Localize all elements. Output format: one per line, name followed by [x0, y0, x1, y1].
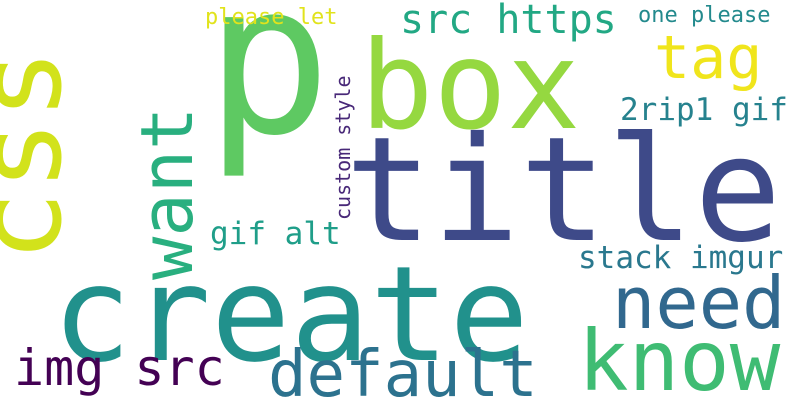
word-title: title: [345, 106, 782, 275]
word-gif-alt: gif alt: [210, 216, 341, 252]
word-default: default: [268, 338, 538, 400]
word-please-let: please let: [205, 5, 337, 30]
word-css: css: [0, 49, 88, 262]
word-tag: tag: [654, 23, 762, 93]
word-src-https: src https: [400, 0, 617, 43]
word-2rip1-gif: 2rip1 gif: [620, 92, 788, 128]
word-custom-style: custom style: [331, 76, 355, 221]
word-p: p: [205, 0, 331, 182]
word-box: box: [360, 15, 580, 157]
word-stack-imgur: stack imgur: [578, 240, 783, 276]
word-need: need: [612, 261, 785, 345]
word-create: create: [52, 238, 529, 392]
word-one-please: one please: [638, 3, 770, 28]
word-know: know: [578, 312, 781, 400]
word-want: want: [125, 107, 209, 280]
word-img-src: img src: [14, 339, 225, 397]
